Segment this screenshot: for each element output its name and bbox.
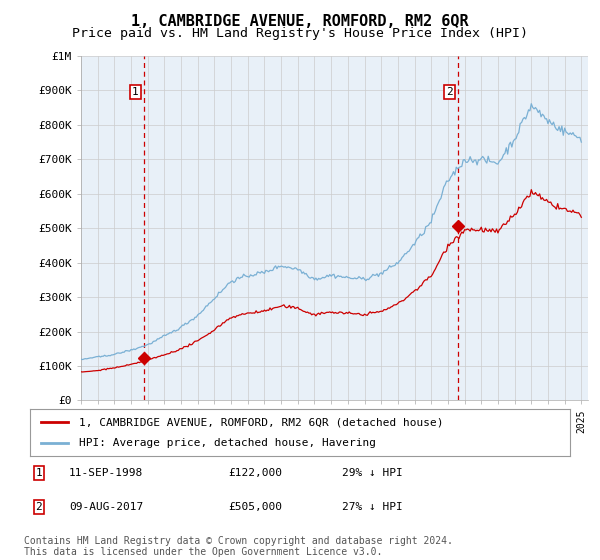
Text: 1, CAMBRIDGE AVENUE, ROMFORD, RM2 6QR (detached house): 1, CAMBRIDGE AVENUE, ROMFORD, RM2 6QR (d… (79, 417, 443, 427)
Text: 1: 1 (132, 87, 139, 97)
Text: 11-SEP-1998: 11-SEP-1998 (69, 468, 143, 478)
Text: 2: 2 (35, 502, 43, 512)
Text: 1, CAMBRIDGE AVENUE, ROMFORD, RM2 6QR: 1, CAMBRIDGE AVENUE, ROMFORD, RM2 6QR (131, 14, 469, 29)
Text: Contains HM Land Registry data © Crown copyright and database right 2024.
This d: Contains HM Land Registry data © Crown c… (24, 535, 453, 557)
Text: 1: 1 (35, 468, 43, 478)
Text: Price paid vs. HM Land Registry's House Price Index (HPI): Price paid vs. HM Land Registry's House … (72, 27, 528, 40)
Text: 29% ↓ HPI: 29% ↓ HPI (342, 468, 403, 478)
Text: 09-AUG-2017: 09-AUG-2017 (69, 502, 143, 512)
Text: HPI: Average price, detached house, Havering: HPI: Average price, detached house, Have… (79, 438, 376, 448)
Text: £505,000: £505,000 (228, 502, 282, 512)
Text: £122,000: £122,000 (228, 468, 282, 478)
Text: 27% ↓ HPI: 27% ↓ HPI (342, 502, 403, 512)
Text: 2: 2 (446, 87, 453, 97)
